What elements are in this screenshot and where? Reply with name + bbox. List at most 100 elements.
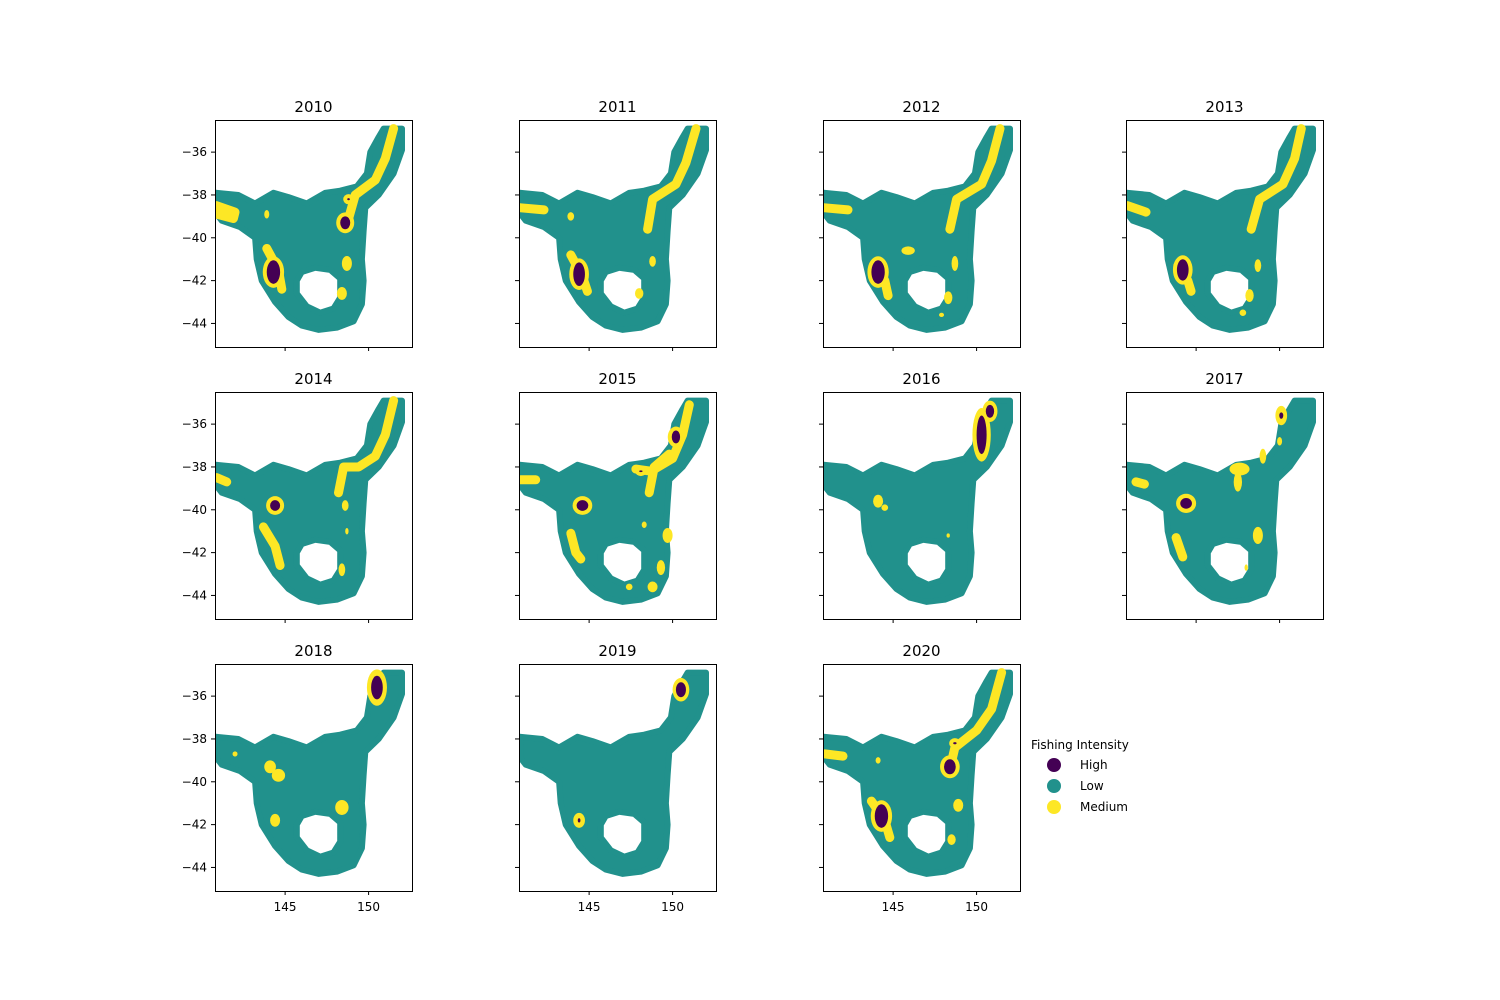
medium-intensity-spot xyxy=(901,246,915,255)
axes-frame xyxy=(215,664,413,892)
plot-area xyxy=(215,669,405,877)
medium-intensity-spot xyxy=(939,312,945,318)
high-intensity-core xyxy=(577,818,581,823)
medium-intensity-spot xyxy=(947,834,956,845)
map-panel-2010: 2010 −36 −38 −40 −42 −44 xyxy=(182,98,413,351)
medium-intensity-spot xyxy=(647,581,658,593)
high-intensity-core xyxy=(340,216,351,230)
high-intensity-core xyxy=(371,675,383,700)
medium-intensity-spot xyxy=(264,209,270,219)
y-tick-label: −36 xyxy=(182,417,207,431)
low-intensity-region xyxy=(215,397,405,605)
medium-intensity-spot xyxy=(951,255,959,271)
panel-title: 2011 xyxy=(598,98,636,116)
medium-intensity-band xyxy=(344,124,399,223)
map-panel-2017: 2017 xyxy=(1122,370,1324,623)
medium-intensity-spot xyxy=(1252,526,1263,545)
medium-intensity-band xyxy=(945,668,1007,774)
plot-area xyxy=(823,668,1013,877)
medium-intensity-band xyxy=(945,124,1005,234)
low-intensity-region xyxy=(823,125,1013,333)
medium-intensity-spot xyxy=(567,212,575,221)
medium-intensity-spot xyxy=(1244,564,1248,571)
legend-swatch-low xyxy=(1047,779,1061,793)
medium-intensity-band xyxy=(644,449,674,498)
axes-frame xyxy=(519,120,717,348)
map-panel-2016: 2016 xyxy=(819,370,1021,623)
map-panel-2012: 2012 xyxy=(819,98,1021,351)
high-intensity-core xyxy=(874,804,889,828)
high-intensity-core xyxy=(976,415,987,455)
medium-intensity-spot xyxy=(336,287,347,300)
medium-intensity-band xyxy=(1126,201,1151,217)
x-tick-label: 145 xyxy=(882,900,905,914)
axes-frame xyxy=(215,392,413,620)
plot-area xyxy=(1126,124,1316,333)
map-panel-2015: 2015 xyxy=(515,370,717,623)
medium-intensity-spot xyxy=(270,813,281,827)
x-tick-label: 150 xyxy=(661,900,684,914)
medium-intensity-band xyxy=(1131,477,1149,489)
map-panel-2020: 2020 145 150 xyxy=(819,642,1021,914)
x-tick-label: 145 xyxy=(274,900,297,914)
y-tick-label: −36 xyxy=(182,145,207,159)
legend-label-medium: Medium xyxy=(1080,800,1128,814)
medium-intensity-spot xyxy=(656,560,666,576)
low-intensity-region xyxy=(215,669,405,877)
axes-frame xyxy=(519,664,717,892)
medium-intensity-band xyxy=(1246,124,1306,234)
medium-intensity-spot xyxy=(881,504,889,511)
medium-intensity-spot xyxy=(641,521,647,528)
low-intensity-region xyxy=(215,125,405,333)
high-intensity-core xyxy=(639,470,643,473)
map-panels: 2010 −36 −38 −40 −42 −44 2011 2012 2013 2014 −36 −3… xyxy=(182,98,1324,914)
legend-swatch-high xyxy=(1047,758,1061,772)
panel-title: 2017 xyxy=(1205,370,1243,388)
x-tick-label: 150 xyxy=(965,900,988,914)
y-tick-label: −38 xyxy=(182,732,207,746)
high-intensity-core xyxy=(1180,498,1192,509)
y-tick-label: −40 xyxy=(182,503,207,517)
plot-area xyxy=(215,396,405,605)
axes-frame xyxy=(823,392,1021,620)
high-intensity-core xyxy=(266,260,281,284)
medium-intensity-spot xyxy=(625,583,633,591)
panel-title: 2014 xyxy=(294,370,332,388)
panel-title: 2019 xyxy=(598,642,636,660)
y-tick-label: −42 xyxy=(182,546,207,560)
low-intensity-region xyxy=(1126,125,1316,333)
plot-area xyxy=(215,124,405,333)
high-intensity-core xyxy=(270,500,281,511)
medium-intensity-band xyxy=(643,124,701,234)
panel-title: 2013 xyxy=(1205,98,1243,116)
medium-intensity-spot xyxy=(335,799,349,815)
medium-intensity-spot xyxy=(953,798,964,812)
y-tick-label: −42 xyxy=(182,274,207,288)
medium-intensity-band xyxy=(566,528,586,564)
low-intensity-region xyxy=(519,125,709,333)
medium-intensity-spot xyxy=(1254,259,1262,273)
high-intensity-core xyxy=(985,404,995,418)
plot-area xyxy=(823,124,1013,333)
axes-frame xyxy=(1126,120,1324,348)
high-intensity-core xyxy=(573,262,585,286)
y-tick-label: −42 xyxy=(182,818,207,832)
medium-intensity-spot xyxy=(232,751,238,757)
panel-title: 2015 xyxy=(598,370,636,388)
medium-intensity-band xyxy=(823,749,848,761)
medium-intensity-spot xyxy=(345,527,349,535)
medium-intensity-spot xyxy=(1233,472,1243,492)
high-intensity-core xyxy=(576,500,589,511)
map-panel-2018: 2018 −36 −38 −40 −42 −44 145 150 xyxy=(182,642,413,914)
axes-frame xyxy=(215,120,413,348)
plot-area xyxy=(519,124,709,333)
low-intensity-region xyxy=(519,669,709,877)
medium-intensity-spot xyxy=(662,527,673,543)
high-intensity-core xyxy=(871,260,885,284)
plot-area xyxy=(1126,397,1316,605)
map-panel-2013: 2013 xyxy=(1122,98,1324,351)
x-tick-label: 145 xyxy=(578,900,601,914)
high-intensity-core xyxy=(671,430,681,444)
medium-intensity-spot xyxy=(338,563,346,577)
